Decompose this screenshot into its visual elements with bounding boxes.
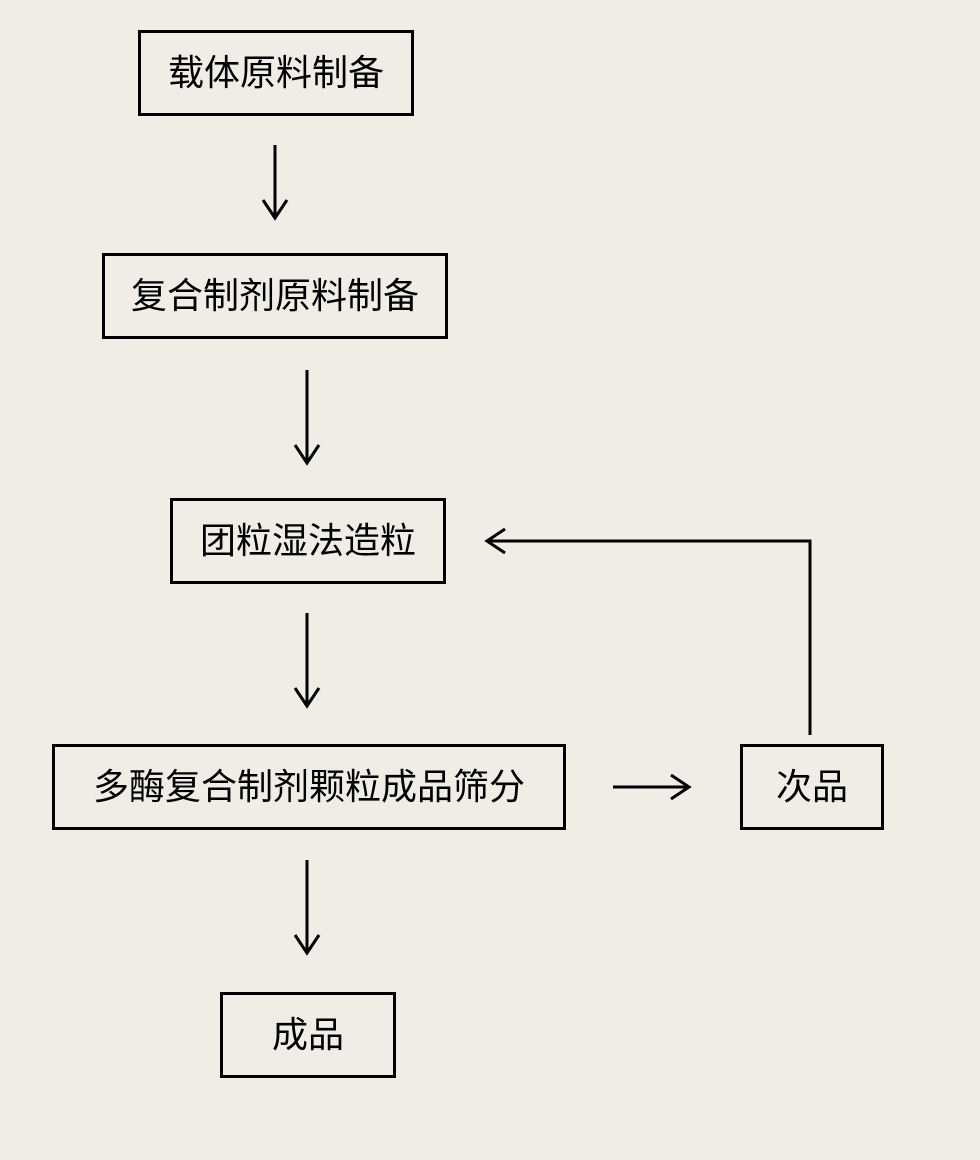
node-label: 复合制剂原料制备	[127, 269, 423, 324]
arrow-down-icon	[287, 855, 327, 975]
node-label: 多酶复合制剂颗粒成品筛分	[89, 760, 529, 815]
arrow-feedback-icon	[460, 510, 830, 750]
arrow-right-icon	[608, 767, 708, 807]
node-label: 成品	[268, 1008, 348, 1063]
flowchart-node-granulation: 团粒湿法造粒	[170, 498, 446, 584]
arrow-down-icon	[255, 140, 295, 235]
flowchart-node-carrier-prep: 载体原料制备	[138, 30, 414, 116]
flowchart-node-compound-prep: 复合制剂原料制备	[102, 253, 448, 339]
node-label: 载体原料制备	[164, 46, 388, 101]
arrow-down-icon	[287, 608, 327, 728]
flowchart-node-screening: 多酶复合制剂颗粒成品筛分	[52, 744, 566, 830]
node-label: 次品	[772, 760, 852, 815]
node-label: 团粒湿法造粒	[196, 514, 420, 569]
arrow-down-icon	[287, 365, 327, 483]
flowchart-node-finished: 成品	[220, 992, 396, 1078]
flowchart-node-defective: 次品	[740, 744, 884, 830]
